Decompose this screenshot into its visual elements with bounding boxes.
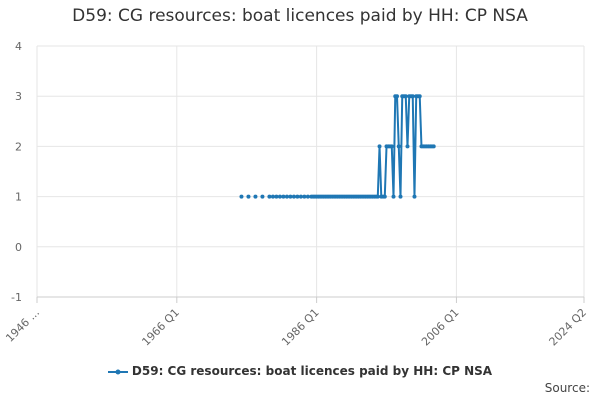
data-point[interactable] [246, 194, 251, 199]
data-point[interactable] [395, 94, 400, 99]
data-point[interactable] [270, 194, 275, 199]
chart-title: D59: CG resources: boat licences paid by… [72, 6, 528, 26]
data-point[interactable] [239, 194, 244, 199]
data-point[interactable] [298, 194, 303, 199]
data-point[interactable] [377, 144, 382, 149]
data-point[interactable] [277, 194, 282, 199]
data-point[interactable] [417, 94, 422, 99]
legend-line-icon [107, 369, 128, 374]
x-tick-label: 1966 Q1 [139, 306, 182, 349]
tick-labels: -1 0 1 2 3 4 1946 ... 1966 Q1 1986 Q1 2006 Q1 2024… [3, 40, 589, 348]
source-label: Source: [544, 381, 590, 395]
data-point[interactable] [375, 194, 380, 199]
y-tick-label: 1 [15, 191, 22, 204]
x-axis [36, 296, 585, 303]
data-point[interactable] [274, 194, 279, 199]
x-tick-label: 1946 ... [3, 306, 42, 345]
y-tick-label: 0 [15, 241, 22, 254]
data-point[interactable] [382, 194, 387, 199]
data-point[interactable] [267, 194, 272, 199]
legend-label: D59: CG resources: boat licences paid by… [131, 364, 493, 378]
data-point[interactable] [291, 194, 296, 199]
data-point[interactable] [302, 194, 307, 199]
y-tick-label: 2 [15, 140, 22, 153]
y-tick-label: 3 [15, 90, 22, 103]
data-point[interactable] [260, 194, 265, 199]
data-point[interactable] [288, 194, 293, 199]
x-tick-label: 2006 Q1 [419, 306, 462, 349]
data-point[interactable] [405, 144, 410, 149]
data-point[interactable] [412, 194, 417, 199]
data-point[interactable] [396, 144, 401, 149]
data-point[interactable] [295, 194, 300, 199]
data-point[interactable] [253, 194, 258, 199]
x-tick-label: 2024 Q2 [547, 306, 590, 349]
data-point[interactable] [431, 144, 436, 149]
data-point[interactable] [389, 144, 394, 149]
data-point[interactable] [410, 94, 415, 99]
x-tick-label: 1986 Q1 [279, 306, 322, 349]
data-point[interactable] [284, 194, 289, 199]
y-tick-label: -1 [11, 291, 22, 304]
gridlines [36, 45, 585, 298]
data-point[interactable] [403, 94, 408, 99]
series-layer [239, 94, 436, 199]
data-point[interactable] [281, 194, 286, 199]
data-point[interactable] [391, 194, 396, 199]
data-point[interactable] [305, 194, 310, 199]
y-tick-label: 4 [15, 40, 22, 53]
data-point[interactable] [398, 194, 403, 199]
legend[interactable]: D59: CG resources: boat licences paid by… [0, 364, 600, 378]
